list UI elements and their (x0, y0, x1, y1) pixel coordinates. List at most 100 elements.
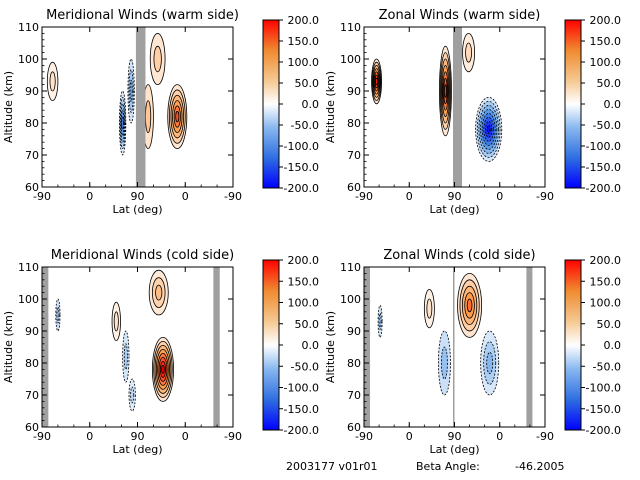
contour-blob (127, 58, 135, 124)
panel-0: -90 0 90 0 -90 110 100 90 80 70 60 Meridional Winds… (2, 8, 319, 216)
gray-band (213, 267, 220, 427)
contour-level (441, 346, 448, 380)
colorbar-tick-label: 200.0 (288, 14, 320, 27)
colorbar-tick-label: -200.0 (586, 182, 621, 195)
contour-blob (122, 330, 130, 383)
colorbar-tick-label: -100.0 (284, 140, 319, 153)
plot-frame (41, 266, 234, 428)
contour-level (378, 312, 382, 330)
colorbar-tick-label: 0.0 (604, 98, 622, 111)
footer: 2003177 v01r01 Beta Angle: -46.2005 (286, 460, 564, 473)
contour-level (129, 79, 133, 103)
colorbar-tick-label: 150.0 (288, 35, 320, 48)
y-tick-label: 100 (340, 53, 361, 66)
colorbar-tick-label: 150.0 (590, 275, 622, 288)
y-tick-label: 110 (340, 261, 361, 274)
chart-title: Meridional Winds (warm side) (46, 8, 239, 23)
y-tick-label: 70 (347, 389, 361, 402)
beta-angle-value: -46.2005 (515, 460, 564, 473)
colorbar-gradient (262, 19, 280, 189)
contour-blob (55, 298, 61, 332)
colorbar-tick-label: 50.0 (597, 77, 622, 90)
contour-level (56, 306, 60, 324)
colorbar-tick-label: -100.0 (586, 382, 621, 395)
panel-3: -90 0 90 0 -90 110 100 90 80 70 60 Zonal Winds (col… (324, 248, 621, 456)
colorbar-tick-label: 50.0 (295, 77, 320, 90)
x-tick-label: 90 (131, 430, 145, 443)
colorbar-tick-label: -100.0 (284, 382, 319, 395)
y-tick-label: 60 (347, 421, 361, 434)
contour-level (444, 84, 447, 98)
y-tick-label: 110 (340, 21, 361, 34)
contour-level (145, 100, 152, 133)
contour-blob (46, 61, 59, 102)
panel-1: -90 0 90 0 -90 110 100 90 80 70 60 Zonal Winds (war… (324, 8, 621, 216)
gray-band (364, 267, 371, 427)
beta-angle-label: Beta Angle: (416, 460, 480, 473)
colorbar-tick-label: -150.0 (586, 161, 621, 174)
x-tick-label: -90 (355, 430, 373, 443)
contour-blob (148, 269, 169, 316)
y-tick-label: 110 (18, 261, 39, 274)
chart-title: Meridional Winds (cold side) (51, 248, 234, 263)
plot-area (42, 267, 220, 427)
colorbar-tick-label: 200.0 (590, 254, 622, 267)
y-tick-label: 70 (25, 389, 39, 402)
contour-level (121, 116, 125, 130)
plot-area (371, 27, 503, 187)
y-tick-label: 80 (25, 117, 39, 130)
contour-level (153, 45, 162, 73)
colorbar-tick-label: 0.0 (604, 339, 622, 352)
contour-blob (149, 33, 166, 86)
colorbar-tick-label: 100.0 (590, 297, 622, 310)
y-tick-label: 70 (25, 149, 39, 162)
x-tick-label: 0 (496, 190, 503, 203)
x-tick-label: 0 (86, 190, 93, 203)
colorbar-tick-label: -100.0 (586, 140, 621, 153)
x-axis-label: Lat (deg) (113, 203, 163, 216)
chart-title: Zonal Winds (warm side) (379, 8, 541, 23)
contour-blob (371, 58, 382, 105)
colorbar-tick-label: -50.0 (291, 360, 319, 373)
x-tick-label: 90 (448, 190, 462, 203)
x-tick-label: -90 (536, 430, 554, 443)
contour-blob (439, 45, 452, 137)
contour-level (175, 110, 180, 123)
colorbar-tick-label: -200.0 (284, 182, 319, 195)
x-axis-label: Lat (deg) (430, 443, 480, 456)
y-tick-label: 70 (347, 149, 361, 162)
colorbar-tick-label: 150.0 (590, 35, 622, 48)
colorbar-tick-label: -150.0 (586, 403, 621, 416)
x-tick-label: 0 (182, 190, 189, 203)
y-tick-label: 100 (340, 293, 361, 306)
contour-blob (111, 301, 121, 341)
y-tick-label: 90 (25, 325, 39, 338)
x-tick-label: 90 (448, 430, 462, 443)
colorbar: 200.0 150.0 100.0 50.0 0.0 -50.0 -100.0 -150.0 -… (564, 14, 622, 195)
contour-level (466, 298, 473, 313)
colorbar: 200.0 150.0 100.0 50.0 0.0 -50.0 -100.0 -150.0 -… (564, 254, 622, 437)
colorbar-tick-label: 200.0 (288, 254, 320, 267)
colorbar-gradient (262, 259, 280, 431)
gray-band (526, 267, 533, 427)
y-axis-label: Altitude (km) (324, 311, 337, 383)
x-tick-label: 0 (182, 430, 189, 443)
contour-blob (462, 32, 476, 73)
contour-level (113, 311, 119, 332)
y-axis-label: Altitude (km) (2, 311, 15, 383)
gray-band (135, 27, 146, 187)
gray-band (42, 267, 49, 427)
contour-level (161, 364, 165, 374)
contour-level (426, 298, 433, 319)
x-tick-label: -90 (224, 430, 242, 443)
contour-level (486, 124, 491, 134)
plot-area (364, 267, 533, 427)
gray-band (452, 27, 463, 187)
y-tick-label: 110 (18, 21, 39, 34)
x-tick-label: -90 (33, 190, 51, 203)
plot-area (46, 27, 188, 187)
x-tick-label: 0 (86, 430, 93, 443)
contour-level (49, 71, 56, 92)
contour-level (465, 42, 472, 63)
